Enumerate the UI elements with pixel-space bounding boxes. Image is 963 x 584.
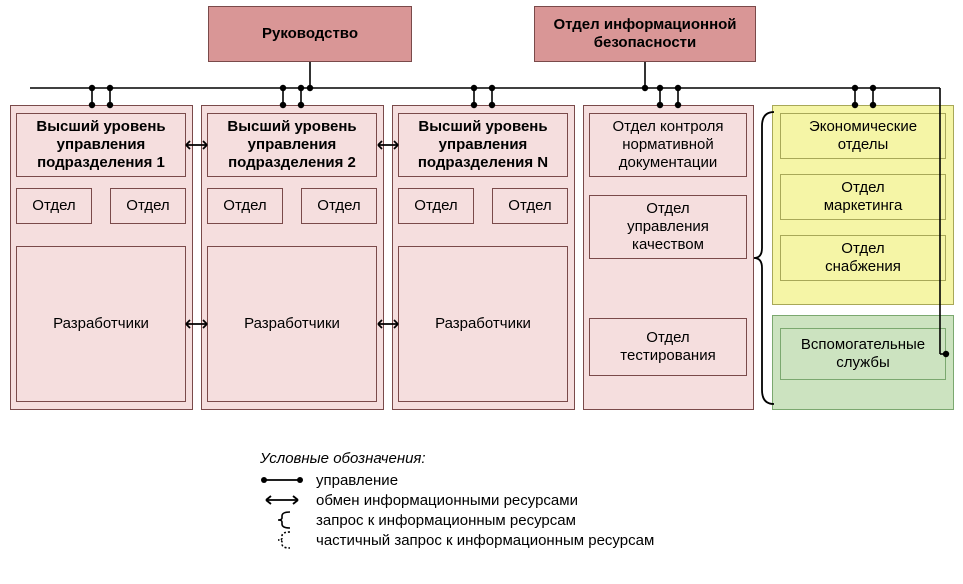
rightpink-1: Отдел управления качеством — [589, 195, 747, 259]
legend-label-partial: частичный запрос к информационным ресурс… — [316, 532, 654, 549]
div2-dept2: Отдел — [301, 188, 377, 224]
yellow-2: Отдел снабжения — [780, 235, 946, 281]
rightpink-2-label: Отдел тестирования — [620, 329, 715, 365]
yellow-1-label: Отдел маркетинга — [824, 179, 903, 215]
div1-header: Высший уровень управления подразделения … — [16, 113, 186, 177]
legend: Условные обозначения: управление обмен инф… — [260, 450, 654, 551]
div3-dept1-label: Отдел — [414, 197, 457, 215]
legend-label-brace: запрос к информационным ресурсам — [316, 512, 576, 529]
div1-dept1: Отдел — [16, 188, 92, 224]
div2-header-label: Высший уровень управления подразделения … — [227, 118, 356, 172]
div3-dept1: Отдел — [398, 188, 474, 224]
legend-row-exchange: обмен информационными ресурсами — [260, 491, 654, 509]
topbox-leadership: Руководство — [208, 6, 412, 62]
div3-dev-label: Разработчики — [435, 315, 531, 333]
div1-dept1-label: Отдел — [32, 197, 75, 215]
div1-dev: Разработчики — [16, 246, 186, 402]
legend-row-partial: частичный запрос к информационным ресурс… — [260, 531, 654, 549]
diagram-canvas: Руководство Отдел информационной безопасн… — [0, 0, 963, 584]
div2-dept1: Отдел — [207, 188, 283, 224]
div1-dept2-label: Отдел — [126, 197, 169, 215]
div1-dev-label: Разработчики — [53, 315, 149, 333]
yellow-2-label: Отдел снабжения — [825, 240, 901, 276]
div2-dev-label: Разработчики — [244, 315, 340, 333]
legend-row-brace: запрос к информационным ресурсам — [260, 511, 654, 529]
legend-sym-partial — [260, 531, 308, 549]
legend-sym-mgmt — [260, 471, 308, 489]
rightpink-0: Отдел контроля нормативной документации — [589, 113, 747, 177]
div2-dept2-label: Отдел — [317, 197, 360, 215]
rightpink-2: Отдел тестирования — [589, 318, 747, 376]
div2-dev: Разработчики — [207, 246, 377, 402]
div2-header: Высший уровень управления подразделения … — [207, 113, 377, 177]
div3-header-label: Высший уровень управления подразделения … — [418, 118, 548, 172]
div2-dept1-label: Отдел — [223, 197, 266, 215]
rightpink-0-label: Отдел контроля нормативной документации — [612, 118, 723, 172]
legend-title: Условные обозначения: — [260, 450, 654, 467]
div3-dept2-label: Отдел — [508, 197, 551, 215]
green-box-label: Вспомогательные службы — [801, 336, 925, 372]
yellow-0: Экономические отделы — [780, 113, 946, 159]
legend-label-exchange: обмен информационными ресурсами — [316, 492, 578, 509]
div1-header-label: Высший уровень управления подразделения … — [36, 118, 165, 172]
legend-sym-exchange — [260, 491, 308, 509]
legend-row-mgmt: управление — [260, 471, 654, 489]
div3-dev: Разработчики — [398, 246, 568, 402]
legend-sym-brace — [260, 511, 308, 529]
div1-dept2: Отдел — [110, 188, 186, 224]
green-box: Вспомогательные службы — [780, 328, 946, 380]
rightpink-1-label: Отдел управления качеством — [627, 200, 709, 254]
yellow-1: Отдел маркетинга — [780, 174, 946, 220]
div3-dept2: Отдел — [492, 188, 568, 224]
topbox-leadership-label: Руководство — [262, 25, 358, 43]
yellow-0-label: Экономические отделы — [809, 118, 917, 154]
topbox-infosec-label: Отдел информационной безопасности — [553, 16, 736, 52]
topbox-infosec: Отдел информационной безопасности — [534, 6, 756, 62]
div3-header: Высший уровень управления подразделения … — [398, 113, 568, 177]
legend-label-mgmt: управление — [316, 472, 398, 489]
